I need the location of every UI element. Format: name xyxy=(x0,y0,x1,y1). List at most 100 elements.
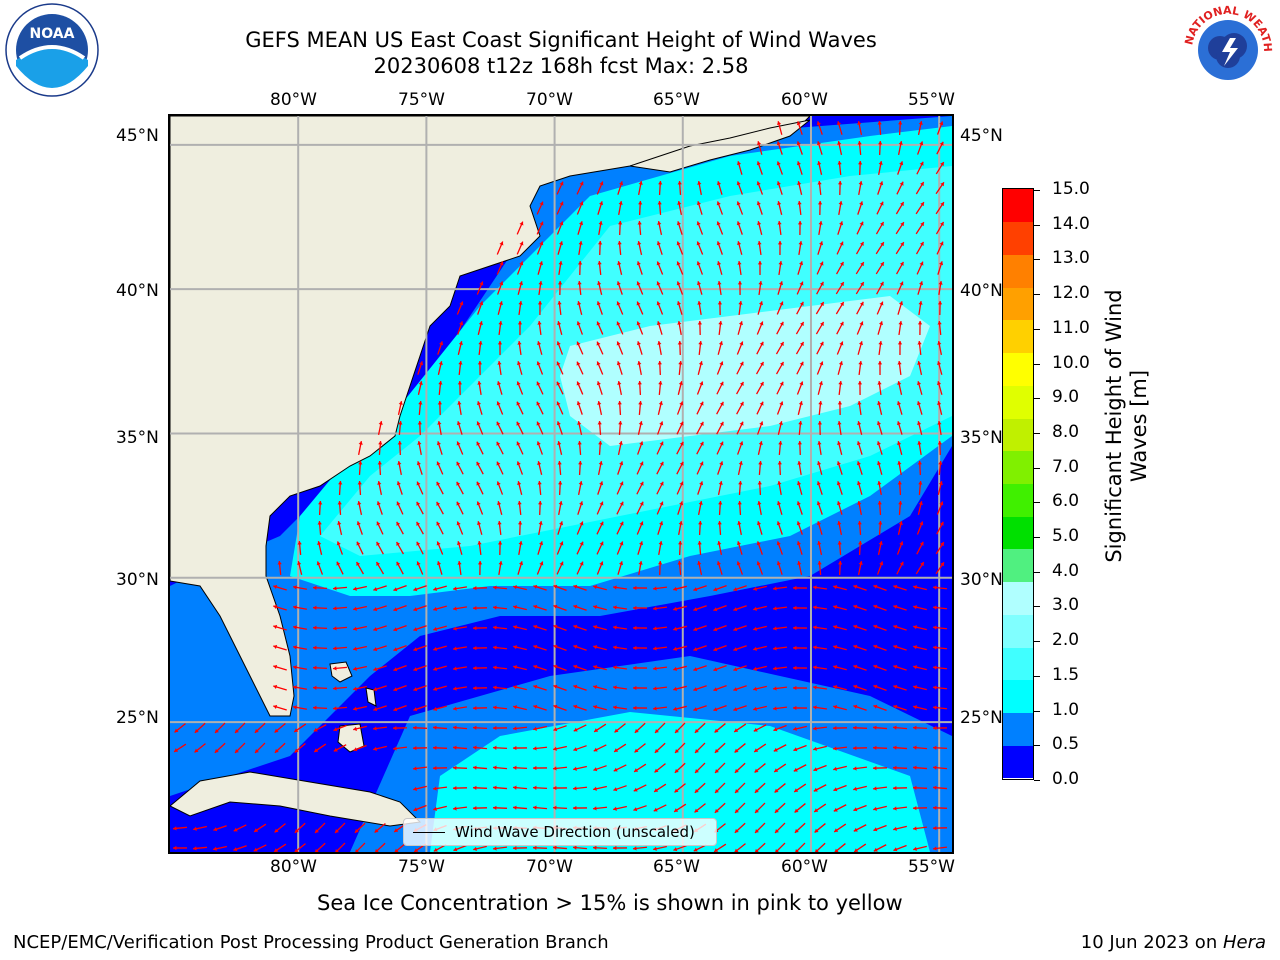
wave-arrow-head xyxy=(797,561,802,565)
wave-arrow-head xyxy=(734,828,739,833)
wave-arrow-head xyxy=(553,766,557,771)
lon-tick-bottom-70w: 70°W xyxy=(526,857,573,877)
wave-arrow-head xyxy=(816,501,821,506)
wave-arrow-head xyxy=(893,664,898,669)
lon-tick-bottom-75w: 75°W xyxy=(398,857,445,877)
wave-arrow-head xyxy=(573,704,578,709)
wave-arrow-head xyxy=(737,281,743,285)
colorbar-tick-label: 2.0 xyxy=(1052,630,1080,651)
colorbar-swatch xyxy=(1003,516,1033,550)
wave-arrow-head xyxy=(813,645,817,650)
wave-arrow-head xyxy=(676,301,682,306)
wave-arrow-head xyxy=(893,765,897,770)
wave-arrow-head xyxy=(913,765,917,770)
wave-arrow-head xyxy=(933,725,937,731)
chart-title-line2: 20230608 t12z 168h fcst Max: 2.58 xyxy=(373,54,749,78)
wave-arrow-head xyxy=(799,261,804,266)
wave-arrow-head xyxy=(793,625,797,631)
wave-arrow-head xyxy=(737,261,742,265)
wave-arrow-head xyxy=(837,161,842,165)
wave-arrow-head xyxy=(394,848,399,852)
wave-arrow-head xyxy=(617,261,622,265)
wave-arrow-head xyxy=(598,221,603,225)
wave-arrow-head xyxy=(793,645,797,651)
wave-arrow-head xyxy=(553,644,558,649)
wave-arrow-head xyxy=(579,201,584,206)
colorbar-tick-label: 10.0 xyxy=(1052,352,1090,373)
wave-arrow-head xyxy=(913,725,917,730)
wave-arrow-head xyxy=(699,461,704,466)
wave-arrow-head xyxy=(796,501,801,506)
wave-arrow-head xyxy=(679,441,684,446)
wave-arrow-head xyxy=(776,181,781,186)
wave-arrow-head xyxy=(734,748,739,753)
wave-arrow-head xyxy=(619,181,624,186)
wave-arrow-head xyxy=(573,624,578,629)
wave-arrow-head xyxy=(797,201,802,205)
colorbar-tick-mark xyxy=(1034,467,1040,469)
wave-arrow-head xyxy=(797,221,803,225)
wave-arrow-head xyxy=(559,521,564,526)
wave-arrow-head xyxy=(873,847,878,852)
colorbar-tick-label: 0.0 xyxy=(1052,769,1080,789)
wave-arrow-head xyxy=(878,521,883,525)
wave-arrow-head xyxy=(297,561,302,565)
wave-arrow-head xyxy=(676,221,681,226)
wave-arrow-head xyxy=(553,805,557,810)
wave-arrow-head xyxy=(833,645,838,650)
wave-arrow-head xyxy=(599,541,604,546)
wave-arrow-head xyxy=(716,221,721,226)
wave-arrow-head xyxy=(853,664,858,669)
wave-arrow-head xyxy=(293,685,297,690)
wave-arrow-head xyxy=(636,261,641,266)
wave-arrow-head xyxy=(679,421,684,426)
colorbar-tick-label: 8.0 xyxy=(1052,421,1080,442)
wave-arrow-head xyxy=(573,644,578,649)
wave-arrow-head xyxy=(559,201,564,206)
wave-arrow-head xyxy=(596,381,601,386)
wave-arrow-head xyxy=(653,646,657,651)
wave-arrow-head xyxy=(716,181,722,186)
wave-arrow-head xyxy=(358,461,363,465)
wave-arrow-head xyxy=(694,808,699,813)
wave-arrow-head xyxy=(678,381,683,386)
wave-arrow-head xyxy=(734,728,739,732)
wave-arrow-head xyxy=(416,461,421,466)
wave-arrow-head xyxy=(715,769,719,773)
wave-arrow-head xyxy=(476,461,481,466)
wave-arrow-head xyxy=(477,561,483,565)
wave-arrow-head xyxy=(333,706,337,711)
wave-arrow-head xyxy=(796,521,801,526)
wave-arrow-head xyxy=(634,728,639,733)
colorbar-tick-label: 0.5 xyxy=(1052,734,1080,755)
wave-arrow-head xyxy=(453,606,457,611)
wave-arrow-head xyxy=(656,321,662,326)
wave-arrow-head xyxy=(793,685,797,691)
wave-arrow-head xyxy=(856,481,862,486)
colorbar-swatch xyxy=(1003,647,1033,681)
wave-arrow-head xyxy=(533,704,538,709)
wave-arrow-head xyxy=(653,807,658,812)
wave-arrow-head xyxy=(696,261,701,266)
wave-arrow-head xyxy=(358,441,363,445)
wave-arrow-head xyxy=(873,684,878,689)
wave-arrow-head xyxy=(619,501,624,506)
footer-machine: Hera xyxy=(1222,932,1266,953)
wave-arrow-head xyxy=(393,607,398,612)
wave-arrow-head xyxy=(893,847,898,852)
wave-arrow-head xyxy=(899,281,904,286)
wave-arrow-head xyxy=(797,181,802,185)
wave-arrow-head xyxy=(678,361,683,365)
wave-arrow-head xyxy=(819,261,824,266)
wave-arrow-head xyxy=(658,381,663,385)
wave-arrow-head xyxy=(920,562,924,567)
wave-arrow-head xyxy=(476,521,482,526)
wave-arrow-head xyxy=(757,221,762,226)
wave-arrow-head xyxy=(396,521,401,526)
wave-arrow-head xyxy=(497,521,502,525)
wave-arrow-head xyxy=(717,541,722,545)
wave-arrow-head xyxy=(813,585,817,590)
wave-arrow-head xyxy=(793,726,797,731)
wave-arrow-head xyxy=(753,606,757,611)
wave-arrow-head xyxy=(479,301,484,306)
